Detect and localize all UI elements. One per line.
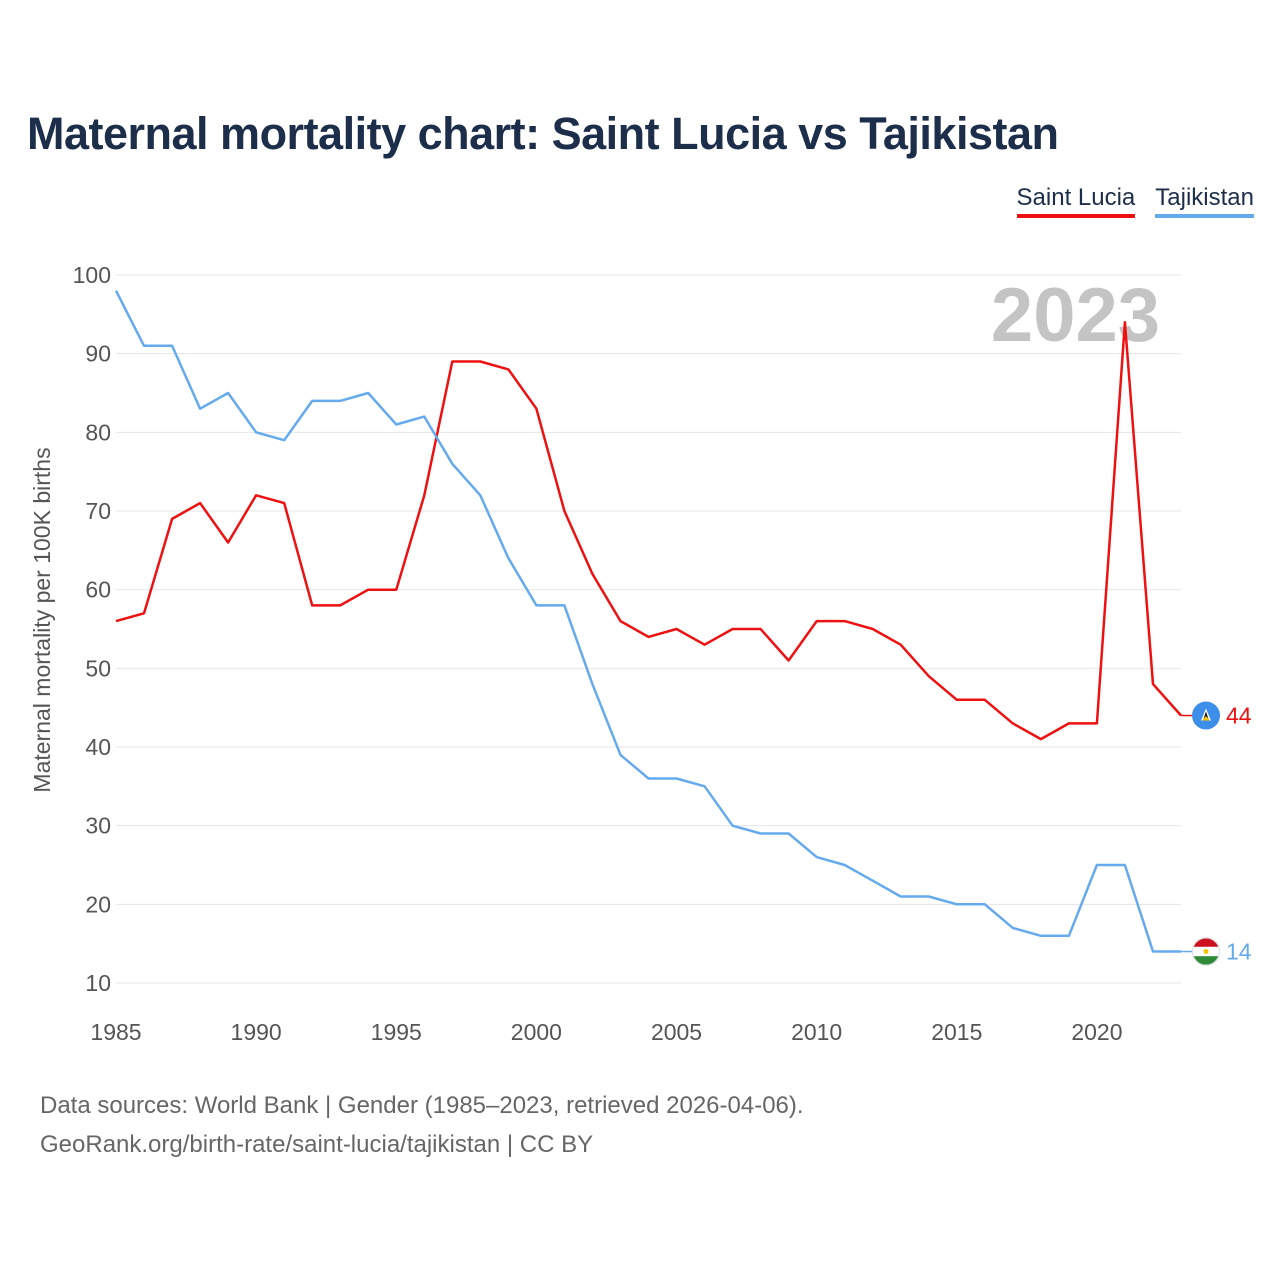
saint-lucia-flag-icon xyxy=(1192,701,1220,730)
series-line-tajikistan xyxy=(114,290,1181,953)
y-tick-label: 80 xyxy=(85,419,111,445)
x-tick-label: 1985 xyxy=(90,1019,141,1045)
tajikistan-flag-icon xyxy=(1192,937,1220,966)
chart-title: Maternal mortality chart: Saint Lucia vs… xyxy=(27,108,1059,159)
data-sources-note: Data sources: World Bank | Gender (1985–… xyxy=(40,1092,804,1119)
x-tick-label: 2015 xyxy=(931,1019,982,1045)
source-link[interactable]: GeoRank.org/birth-rate/saint-lucia/tajik… xyxy=(40,1131,594,1158)
x-tick-label: 2020 xyxy=(1071,1019,1122,1045)
legend: Saint Lucia Tajikistan xyxy=(1016,184,1254,218)
legend-item-saint-lucia[interactable]: Saint Lucia xyxy=(1016,184,1136,218)
y-tick-label: 10 xyxy=(85,970,111,996)
y-tick-label: 60 xyxy=(85,577,111,603)
y-tick-label: 50 xyxy=(85,655,111,681)
legend-item-tajikistan[interactable]: Tajikistan xyxy=(1155,184,1254,218)
end-value-label: 14 xyxy=(1226,939,1252,965)
y-tick-label: 90 xyxy=(85,341,111,367)
y-tick-label: 70 xyxy=(85,498,111,524)
year-watermark: 2023 xyxy=(991,273,1160,358)
x-tick-label: 1990 xyxy=(231,1019,282,1045)
end-value-label: 44 xyxy=(1226,703,1252,729)
y-tick-label: 100 xyxy=(73,262,111,288)
series-line-saint-lucia xyxy=(115,320,1182,741)
x-tick-label: 1995 xyxy=(371,1019,422,1045)
x-tick-label: 2010 xyxy=(791,1019,842,1045)
y-tick-label: 30 xyxy=(85,813,111,839)
x-tick-label: 2000 xyxy=(511,1019,562,1045)
line-chart: 10 20 30 40 50 60 70 80 90 100 1985 1990 1995 2000 200… xyxy=(29,262,1252,1045)
footer: Data sources: World Bank | Gender (1985–… xyxy=(40,1086,804,1164)
y-axis-title: Maternal mortality per 100K births xyxy=(29,447,55,792)
y-tick-label: 20 xyxy=(85,891,111,917)
y-tick-label: 40 xyxy=(85,734,111,760)
x-tick-label: 2005 xyxy=(651,1019,702,1045)
